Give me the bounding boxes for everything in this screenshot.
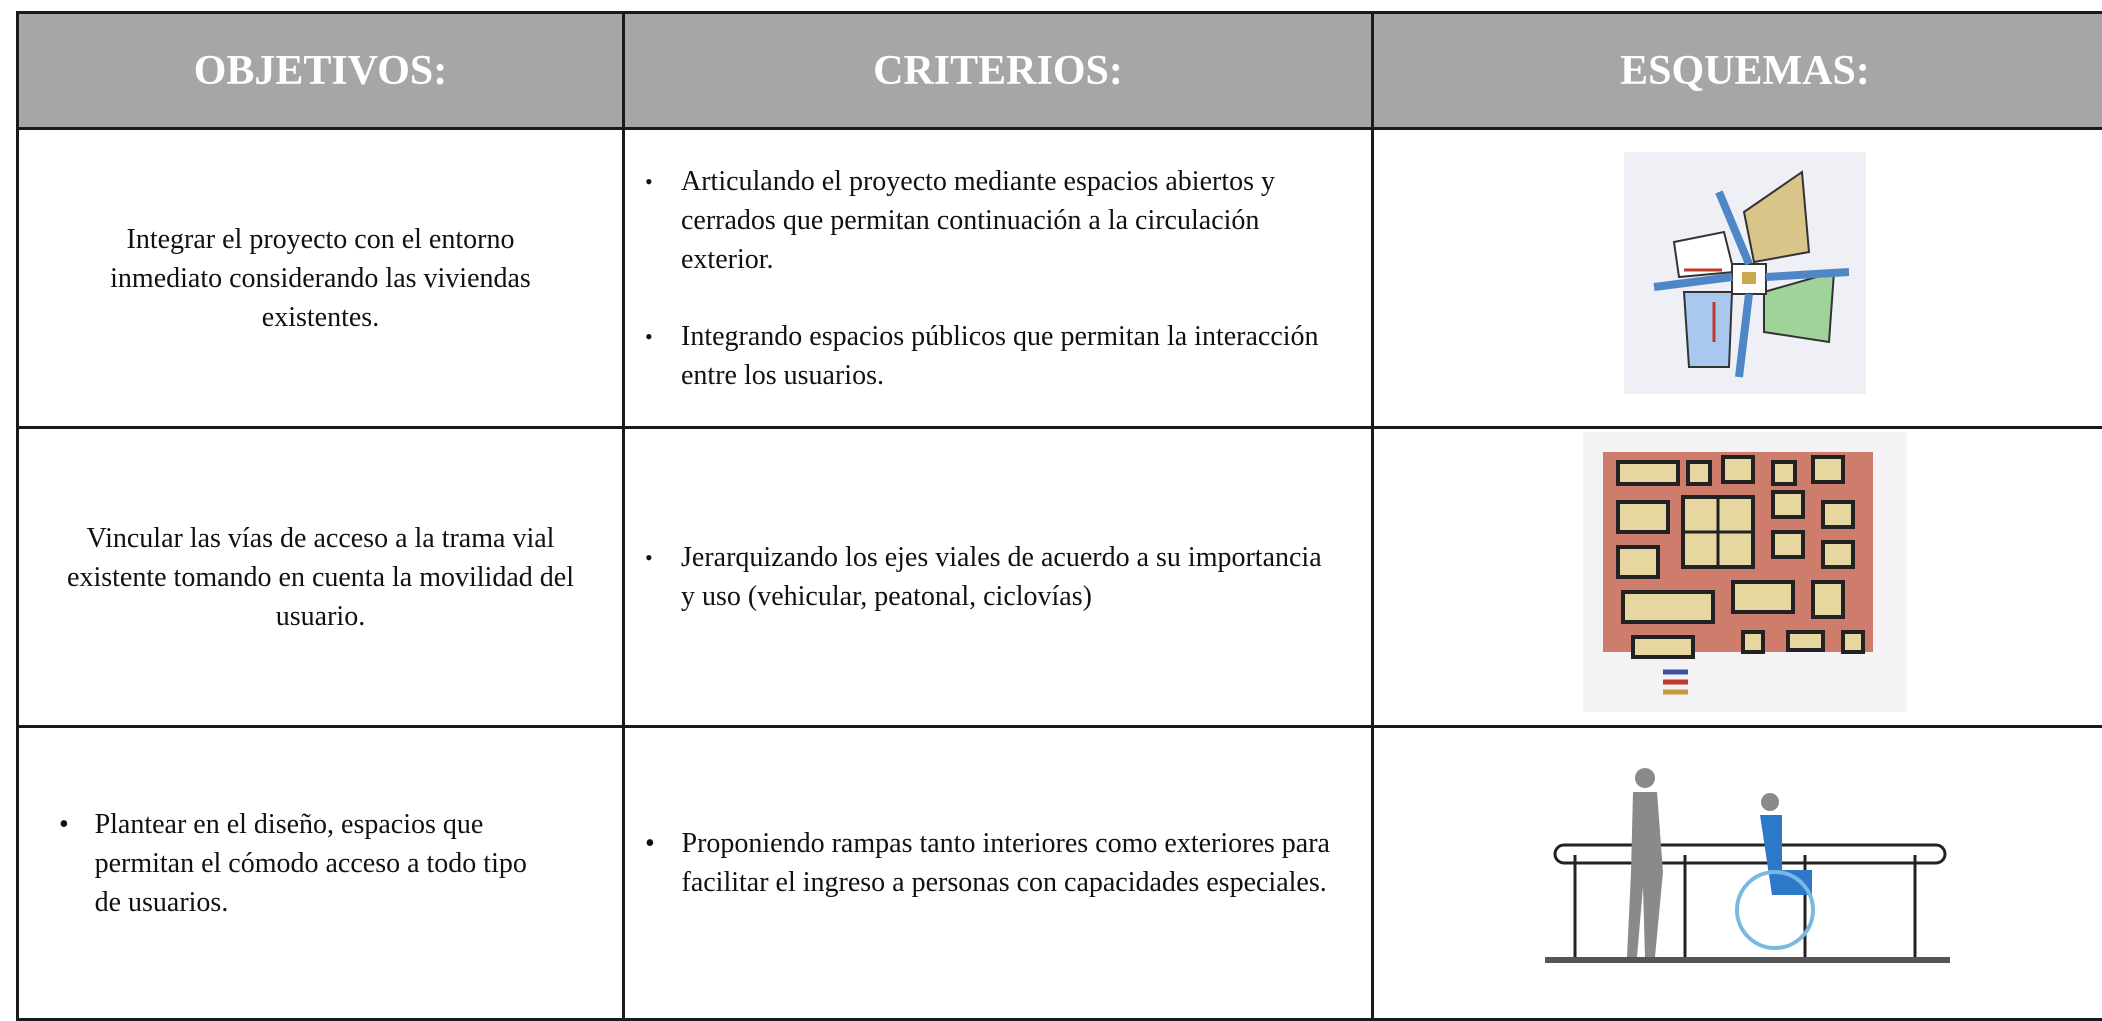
row: Vincular las vías de acceso a la trama v…	[18, 428, 2102, 727]
objective-text: Vincular las vías de acceso a la trama v…	[47, 519, 594, 636]
criteria: Articulando el proyecto mediante espacio…	[624, 129, 1373, 428]
row: •Plantear en el diseño, espacios que per…	[18, 727, 2102, 1020]
objectives-table: OBJETIVOS: CRITERIOS: ESQUEMAS: Integrar…	[16, 11, 2102, 1021]
objective: Integrar el proyecto con el entorno inme…	[18, 129, 624, 428]
sketch-integration	[1624, 152, 1866, 394]
header-cell: OBJETIVOS:	[18, 13, 624, 129]
criteria-list: Articulando el proyecto mediante espacio…	[645, 162, 1341, 395]
sketch-cell	[1373, 129, 2102, 428]
header-cell: ESQUEMAS:	[1373, 13, 2102, 129]
row: Integrar el proyecto con el entorno inme…	[18, 129, 2102, 428]
objective-text: Integrar el proyecto con el entorno inme…	[47, 220, 594, 337]
sketch-cell	[1373, 727, 2102, 1020]
bullet: •	[645, 824, 682, 902]
criteria: Jerarquizando los ejes viales de acuerdo…	[624, 428, 1373, 727]
objective-text: Plantear en el diseño, espacios que perm…	[95, 805, 594, 922]
header-cell: CRITERIOS:	[624, 13, 1373, 129]
header-row: OBJETIVOS: CRITERIOS: ESQUEMAS:	[18, 13, 2102, 129]
objective: Vincular las vías de acceso a la trama v…	[18, 428, 624, 727]
criteria: •Proponiendo rampas tanto interiores com…	[624, 727, 1373, 1020]
sketch-cell	[1373, 428, 2102, 727]
sketch-road-network	[1583, 432, 1907, 712]
objective: •Plantear en el diseño, espacios que per…	[18, 727, 624, 1020]
criteria-list: Jerarquizando los ejes viales de acuerdo…	[645, 538, 1341, 616]
criterion: Jerarquizando los ejes viales de acuerdo…	[645, 538, 1341, 616]
criterion: Integrando espacios públicos que permita…	[645, 317, 1341, 395]
criterion: Proponiendo rampas tanto interiores como…	[682, 824, 1342, 902]
sketch-ramp	[1535, 760, 1955, 975]
criterion: Articulando el proyecto mediante espacio…	[645, 162, 1341, 279]
bullet: •	[47, 805, 95, 922]
